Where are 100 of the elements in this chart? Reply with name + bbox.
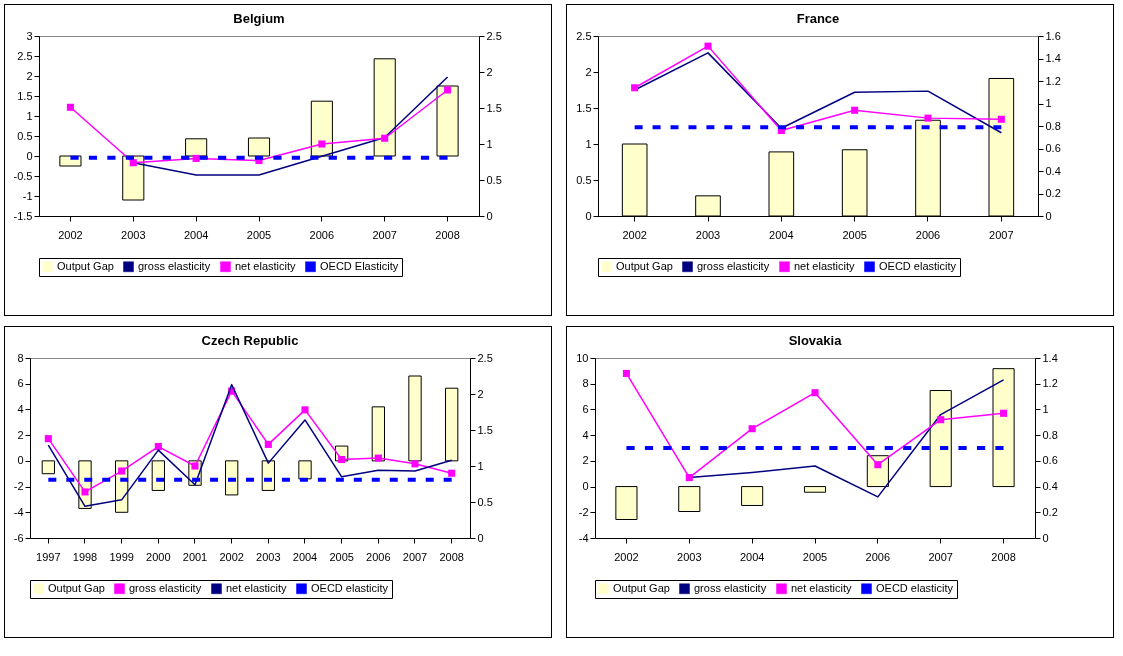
y-tick-label: 2 [26,69,33,82]
point [704,42,712,50]
y-tick-label: 2 [585,65,592,78]
point [411,460,419,468]
y-tick-label: 2 [582,454,589,467]
y2-tick-label: 1 [486,137,493,150]
x-tick-label: 2005 [329,550,354,563]
bar [247,137,271,157]
point [374,454,382,462]
y2-tick-label: 0.8 [1042,428,1058,441]
x-tick-label: 1998 [72,550,98,563]
y-tick-label: -2 [13,480,24,493]
point [685,474,693,482]
y2-tick-label: 1.4 [1045,52,1061,64]
y-tick-label: 0.5 [17,129,33,142]
legend-label: net elasticity [235,259,297,272]
legend-label: gross elasticity [129,581,202,594]
y-tick-label: -4 [578,531,589,544]
point [622,369,630,377]
bar [408,375,422,462]
y2-tick-label: 0 [1042,531,1049,544]
point [338,455,346,464]
x-tick-label: 2002 [58,228,83,241]
chart-title: Czech Republic [201,333,299,348]
legend-label: Output Gap [57,259,114,272]
y-tick-label: 0 [26,149,33,162]
y-tick-label: 0 [582,480,589,493]
point [192,154,200,162]
y-tick-label: -1 [22,189,33,202]
y2-tick-label: 0.5 [477,495,493,508]
y-tick-label: 3 [26,29,33,42]
chart-title: Belgium [233,11,285,26]
point [381,134,389,142]
x-tick-label: 2006 [865,550,891,563]
y2-tick-label: 1 [477,459,484,472]
y-tick-label: 1 [585,137,592,150]
legend-label: OECD elasticity [876,581,954,594]
y-tick-label: 10 [576,351,589,364]
y-tick-label: -1.5 [13,209,33,222]
x-tick-label: 2005 [802,550,828,563]
y-tick-label: 6 [17,377,24,390]
y-tick-label: 8 [17,351,24,364]
chart-title: Slovakia [788,333,843,348]
point [444,86,452,94]
x-tick-label: 2006 [309,228,335,241]
y2-tick-label: 2 [477,387,484,400]
bar [678,486,701,513]
legend-label: gross elasticity [138,259,211,272]
y2-tick-label: 1.5 [486,101,502,114]
legend-label: Output Gap [48,581,105,594]
x-tick-label: 2007 [989,228,1014,241]
y2-tick-label: 0.6 [1045,142,1061,154]
y-tick-label: 1.5 [17,89,33,102]
legend-label: net elasticity [226,581,288,594]
x-tick-label: 1997 [36,550,61,563]
x-tick-label: 2002 [614,550,639,563]
bar [373,58,396,157]
x-tick-label: 2006 [366,550,391,563]
y-tick-label: 4 [582,428,589,441]
x-tick-label: 2008 [991,550,1016,563]
point [154,443,162,451]
point [811,389,819,397]
x-tick-label: 1999 [109,550,134,563]
x-tick-label: 2001 [182,550,208,563]
y-tick-label: 8 [582,377,589,390]
x-tick-label: 2006 [915,228,941,241]
y2-tick-label: 1.2 [1042,377,1058,390]
y2-tick-label: 1.2 [1045,74,1061,87]
point [129,159,137,167]
x-tick-label: 2004 [183,228,209,241]
bar [445,387,459,462]
x-tick-label: 2000 [146,550,171,563]
bar [371,406,385,462]
x-tick-label: 2004 [739,550,765,563]
y2-tick-label: 1 [1045,97,1052,109]
y2-tick-label: 1 [1042,402,1049,415]
bar [41,460,55,475]
point [1000,409,1008,417]
y-tick-label: -2 [578,505,589,518]
x-tick-label: 2004 [292,550,318,563]
x-tick-label: 2003 [121,228,146,241]
x-tick-label: 2005 [246,228,272,241]
x-tick-label: 2007 [928,550,953,563]
bar [741,486,764,506]
point [851,106,859,114]
y2-tick-label: 0.4 [1045,164,1061,177]
point [448,469,456,477]
x-tick-label: 2002 [622,228,647,241]
point [44,435,52,443]
point [748,425,756,433]
x-tick-label: 2002 [219,550,244,563]
bar [185,138,208,157]
point [997,115,1005,123]
y-tick-label: -4 [13,505,24,518]
legend-label: gross elasticity [697,259,770,272]
y2-tick-label: 2.5 [486,29,502,42]
point [301,406,309,414]
x-tick-label: 2003 [695,228,721,241]
bar [992,368,1015,488]
point [874,461,882,469]
